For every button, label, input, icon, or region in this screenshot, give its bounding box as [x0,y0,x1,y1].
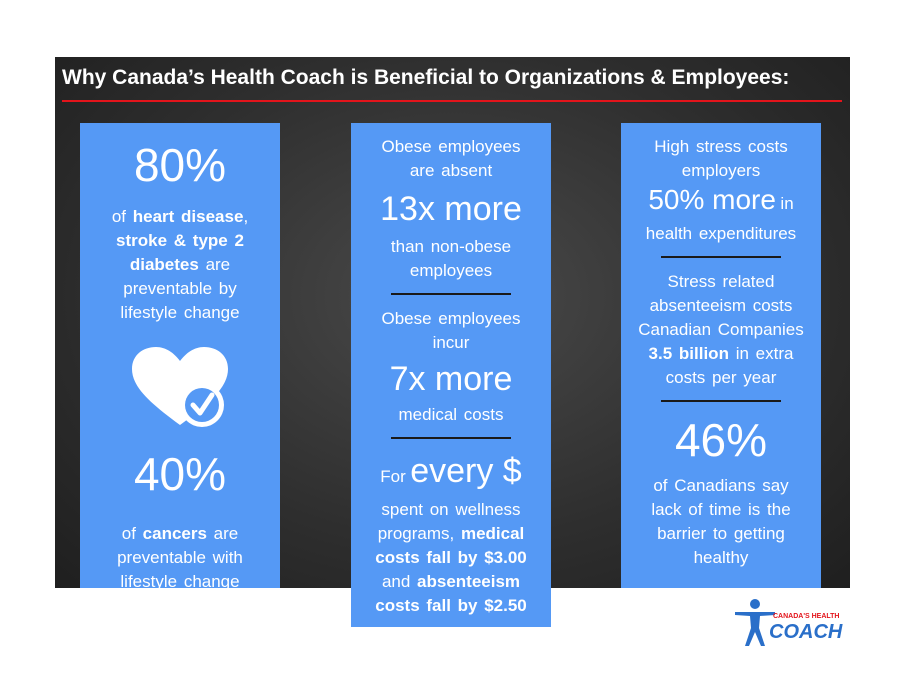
bold-run: heart disease [132,207,244,226]
column: 80% of heart disease, stroke & type 2 di… [80,123,280,591]
text: 3.5 billion in extra costs per year [637,342,805,390]
bold-run: medical costs fall by $3.00 [375,524,527,567]
text-run: For [380,467,406,486]
text-run: are preventable by lifestyle change [120,255,240,322]
text-run: in extra costs per year [665,344,794,387]
divider [391,293,511,295]
text-run: , [243,207,249,226]
text: of cancers are preventable with lifestyl… [96,522,264,594]
text-run: of [121,524,136,543]
text: health expenditures [645,224,797,243]
text: Stress related absenteeism costs Canadia… [638,272,804,339]
text: 50% more in [637,183,805,222]
title-rule [62,100,842,102]
stat: 13x more [380,190,522,228]
text: spent on wellness programs, medical cost… [367,498,535,618]
text-run: in [780,194,794,213]
text: of heart disease, stroke & type 2 diabet… [96,205,264,325]
bold-run: cancers [142,524,207,543]
heart-icon [132,347,228,427]
text: than non-obese employees [390,237,512,280]
text-run: of [111,207,127,226]
text: High stress costs employers [654,137,788,180]
text: For every $ [367,451,535,498]
divider [661,256,781,258]
bold-run: stroke & type 2 diabetes [116,231,244,274]
text: medical costs [398,405,504,424]
text: Obese employees are absent [381,137,521,180]
bold-run: absenteeism costs fall by $2.50 [375,572,527,615]
divider [391,437,511,439]
text-run: and [381,572,411,591]
stat: 7x more [389,360,513,398]
stat: 80% [133,139,227,191]
stat: 40% [133,448,227,500]
column: Obese employees are absent 13x more than… [351,123,551,627]
text-run: spent on wellness programs, [377,500,521,543]
title: Why Canada’s Health Coach is Beneficial … [62,66,790,89]
stat: every $ [410,452,522,490]
text-run: are preventable with lifestyle change [117,524,243,591]
stat: 50% more [648,184,776,215]
logo-top: CANADA'S HEALTH [773,613,839,620]
bold-run: 3.5 billion [648,344,729,363]
logo-main: COACH [769,621,843,643]
column: High stress costs employers 50% more in … [621,123,821,588]
logo: CANADA'S HEALTH COACH [735,599,843,646]
stat: 46% [674,414,768,466]
text: Obese employees incur [381,309,521,352]
text: of Canadians say lack of time is the bar… [651,476,791,567]
divider [661,400,781,402]
